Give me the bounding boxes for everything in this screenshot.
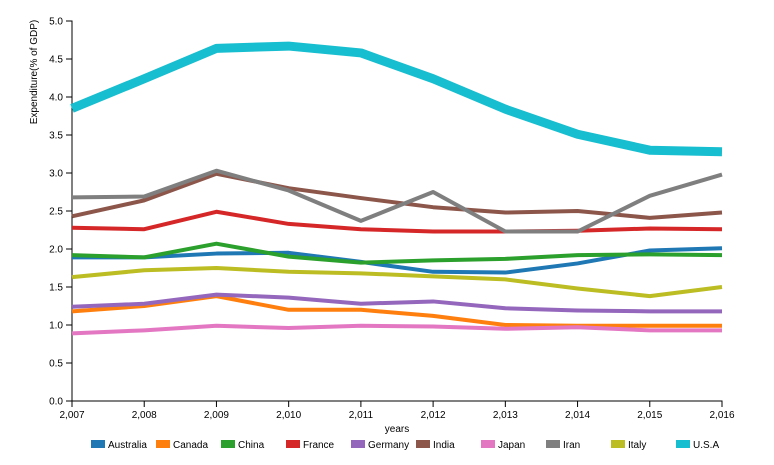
x-axis: 2,007 2,008 2,009 2,010 2,011 2,012 2,013 2,014… [59,400,735,421]
x-tick-label: 2,012 [421,410,446,421]
legend-item: Germany [351,440,409,451]
x-tick-label: 2,010 [276,410,301,421]
legend-swatch [546,440,560,448]
legend-swatch [481,440,495,448]
y-tick-label: 4.5 [49,55,63,66]
legend-swatch [351,440,365,448]
y-tick-label: 0.5 [49,359,63,370]
y-tick-label: 1.5 [49,283,63,294]
legend-label: Italy [628,440,646,451]
series-line-japan [71,323,722,336]
series-line-iran [71,168,723,234]
legend-swatch [611,440,625,448]
x-tick-label: 2,009 [204,410,229,421]
legend-label: U.S.A [693,440,719,451]
legend-item: China [221,440,265,451]
x-axis-title: years [385,424,409,435]
series-line-china [71,241,723,265]
x-tick-label: 2,014 [565,410,590,421]
legend-item: India [416,440,455,451]
legend-label: France [303,440,335,451]
series-line-u-s-a [70,41,723,157]
legend-label: China [238,440,265,451]
series-line-germany [71,292,722,314]
legend-item: Italy [611,440,646,451]
y-tick-label: 1.0 [49,321,63,332]
y-tick-label: 3.0 [49,169,63,180]
legend-swatch [286,440,300,448]
legend-label: Iran [563,440,580,451]
legend-item: France [286,440,335,451]
legend-item: Japan [481,440,525,451]
x-tick-label: 2,008 [132,410,157,421]
legend-label: Japan [498,440,525,451]
x-tick-label: 2,011 [349,410,374,421]
series-line-australia [72,246,723,275]
legend-label: Germany [368,440,409,451]
legend-swatch [91,440,105,448]
x-tick-label: 2,013 [493,410,518,421]
legend-swatch [221,440,235,448]
y-tick-label: 2.0 [49,245,63,256]
y-tick-label: 2.5 [49,207,63,218]
legend: Australia Canada China France Germany India Ja… [91,440,719,451]
legend-item: Australia [91,440,147,451]
x-tick-label: 2,015 [637,410,662,421]
legend-label: India [433,440,455,451]
y-axis: 0.0 0.5 1.0 1.5 2.0 2.5 3.0 3.5 4.0 4.5 5.0 [49,17,73,408]
series-layer [70,41,723,336]
y-tick-label: 4.0 [49,93,63,104]
series-line-india [71,171,723,220]
y-tick-label: 0.0 [49,397,63,408]
x-axis-line [71,400,723,407]
legend-swatch [156,440,170,448]
series-line-italy [71,266,723,299]
legend-swatch [676,440,690,448]
legend-item: Iran [546,440,580,451]
y-axis-title: Expenditure(% of GDP) [29,20,40,125]
x-tick-label: 2,016 [709,410,734,421]
legend-item: Canada [156,440,208,451]
y-tick-label: 5.0 [49,17,63,28]
series-line-france [71,209,723,234]
legend-swatch [416,440,430,448]
legend-item: U.S.A [676,440,719,451]
legend-label: Canada [173,440,208,451]
y-tick-label: 3.5 [49,131,63,142]
x-tick-label: 2,007 [59,410,84,421]
legend-label: Australia [108,440,147,451]
